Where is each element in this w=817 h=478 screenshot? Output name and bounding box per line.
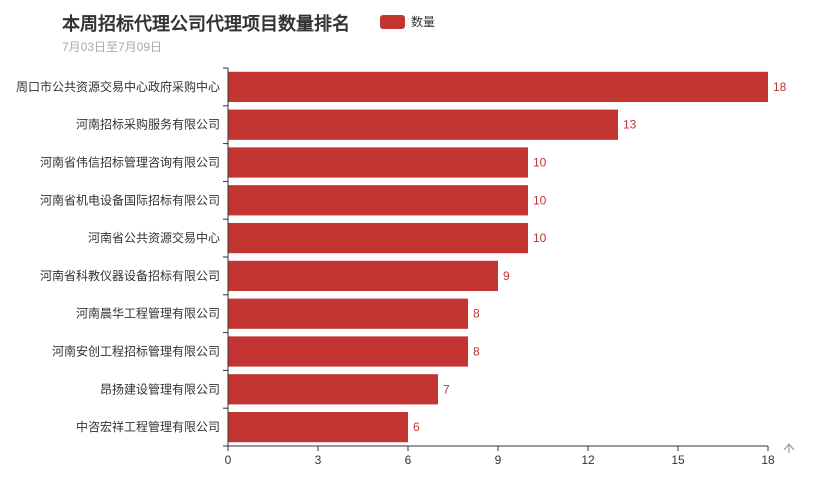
data-label: 8	[473, 307, 480, 321]
x-tick-label: 12	[581, 453, 595, 467]
x-tick-label: 6	[405, 453, 412, 467]
category-label: 河南省机电设备国际招标有限公司	[40, 192, 220, 207]
category-label: 周口市公共资源交易中心政府采购中心	[16, 79, 220, 94]
data-label: 8	[473, 345, 480, 359]
data-label: 18	[773, 80, 787, 94]
x-tick-label: 0	[225, 453, 232, 467]
bar[interactable]	[228, 411, 408, 443]
bar[interactable]	[228, 222, 528, 254]
up-arrow-icon[interactable]	[779, 438, 799, 458]
data-label: 7	[443, 382, 450, 396]
bar[interactable]	[228, 185, 528, 216]
bar[interactable]	[228, 147, 528, 178]
legend-item-quantity[interactable]: 数量	[380, 13, 435, 30]
chart-title: 本周招标代理公司代理项目数量排名	[62, 14, 350, 34]
category-label: 中咨宏祥工程管理有限公司	[76, 419, 220, 434]
bar[interactable]	[228, 336, 468, 367]
bar[interactable]	[228, 260, 498, 292]
category-label: 河南晨华工程管理有限公司	[76, 306, 220, 321]
legend-label: 数量	[411, 15, 436, 29]
category-label: 昂扬建设管理有限公司	[100, 381, 220, 396]
category-label: 河南省伟信招标管理咨询有限公司	[40, 155, 220, 170]
data-label: 13	[623, 118, 637, 132]
data-label: 6	[413, 420, 420, 434]
bar[interactable]	[228, 298, 468, 329]
legend-swatch	[380, 14, 405, 29]
data-label: 9	[503, 269, 510, 283]
bar[interactable]	[228, 109, 618, 140]
bar[interactable]	[228, 374, 438, 405]
category-label: 河南安创工程招标管理有限公司	[52, 344, 220, 359]
x-tick-label: 3	[315, 453, 322, 467]
x-tick-label: 18	[761, 453, 775, 467]
category-label: 河南招标采购服务有限公司	[76, 117, 220, 132]
data-label: 10	[533, 156, 547, 170]
bar[interactable]	[228, 71, 768, 103]
x-tick-label: 9	[495, 453, 502, 467]
chart-subtitle: 7月03日至7月09日	[62, 40, 163, 54]
category-label: 河南省科教仪器设备招标有限公司	[40, 268, 220, 283]
data-label: 10	[533, 193, 547, 207]
data-label: 10	[533, 231, 547, 245]
x-tick-label: 15	[671, 453, 685, 467]
category-label: 河南省公共资源交易中心	[88, 230, 220, 245]
